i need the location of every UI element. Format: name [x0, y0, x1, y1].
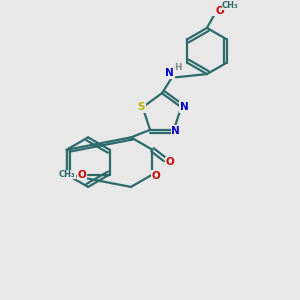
Text: O: O	[78, 169, 87, 179]
Text: N: N	[171, 126, 180, 136]
Text: H: H	[174, 63, 182, 72]
Text: N: N	[180, 102, 188, 112]
Text: N: N	[165, 68, 174, 78]
Text: O: O	[215, 6, 224, 16]
Text: CH₃: CH₃	[59, 170, 76, 179]
Text: CH₃: CH₃	[222, 1, 238, 10]
Text: O: O	[166, 158, 175, 167]
Text: O: O	[152, 171, 160, 181]
Text: S: S	[137, 102, 145, 112]
